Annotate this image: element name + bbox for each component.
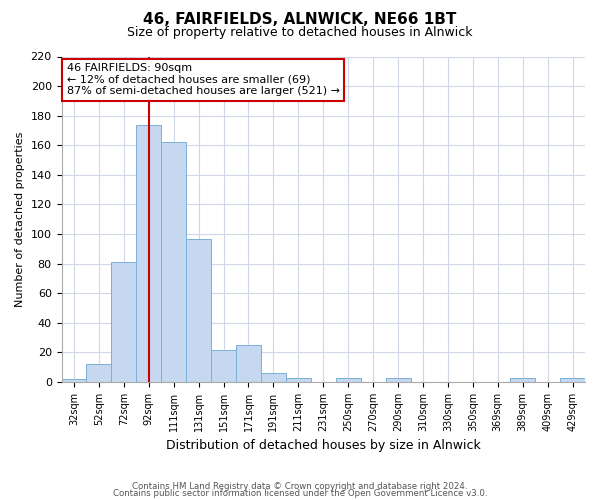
X-axis label: Distribution of detached houses by size in Alnwick: Distribution of detached houses by size … <box>166 440 481 452</box>
Bar <box>261 373 286 382</box>
Bar <box>336 378 361 382</box>
Text: Contains HM Land Registry data © Crown copyright and database right 2024.: Contains HM Land Registry data © Crown c… <box>132 482 468 491</box>
Bar <box>236 345 261 382</box>
Bar <box>136 124 161 382</box>
Bar <box>211 350 236 382</box>
Text: 46, FAIRFIELDS, ALNWICK, NE66 1BT: 46, FAIRFIELDS, ALNWICK, NE66 1BT <box>143 12 457 26</box>
Bar <box>286 378 311 382</box>
Bar <box>112 262 136 382</box>
Bar <box>86 364 112 382</box>
Text: Contains public sector information licensed under the Open Government Licence v3: Contains public sector information licen… <box>113 490 487 498</box>
Text: Size of property relative to detached houses in Alnwick: Size of property relative to detached ho… <box>127 26 473 39</box>
Y-axis label: Number of detached properties: Number of detached properties <box>15 132 25 307</box>
Bar <box>186 238 211 382</box>
Bar <box>510 378 535 382</box>
Text: 46 FAIRFIELDS: 90sqm
← 12% of detached houses are smaller (69)
87% of semi-detac: 46 FAIRFIELDS: 90sqm ← 12% of detached h… <box>67 63 340 96</box>
Bar <box>161 142 186 382</box>
Bar <box>560 378 585 382</box>
Bar <box>62 379 86 382</box>
Bar <box>386 378 410 382</box>
